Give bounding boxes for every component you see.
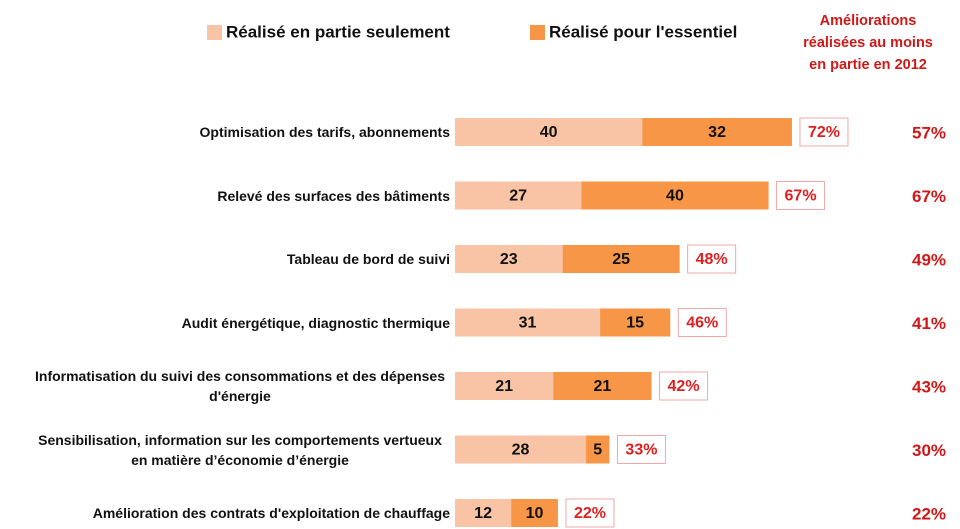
total-box xyxy=(799,117,849,147)
category-label: Audit énergétique, diagnostic thermique xyxy=(181,314,450,331)
bar-segment xyxy=(455,245,563,273)
total-label: 46% xyxy=(686,315,718,332)
total-label: 72% xyxy=(808,124,840,141)
bar-segment xyxy=(562,245,680,273)
category-label: Tableau de bord de suivi xyxy=(286,251,450,267)
bar-segment xyxy=(586,435,610,464)
total-label: 48% xyxy=(696,251,728,268)
bar-value-label: 40 xyxy=(540,124,558,141)
comparison-title: Améliorations réalisées au moins en part… xyxy=(803,13,933,73)
category-label: Sensibilisation, information sur les com… xyxy=(38,431,442,468)
bar-segment xyxy=(553,372,652,400)
bar-value-label: 40 xyxy=(666,188,684,205)
bar-value-label: 23 xyxy=(500,251,518,268)
total-label: 33% xyxy=(625,442,657,459)
comparison-label: 41% xyxy=(912,314,946,333)
comparison-label: 49% xyxy=(912,250,946,269)
comparison-label: 30% xyxy=(912,441,946,460)
total-box xyxy=(616,435,666,464)
bar-value-label: 15 xyxy=(626,315,644,332)
bar-value-label: 10 xyxy=(526,505,544,522)
comparison-label: 67% xyxy=(912,187,946,206)
total-box xyxy=(776,181,826,210)
bar-value-label: 28 xyxy=(512,442,530,459)
total-box xyxy=(659,371,709,401)
bar-segment xyxy=(455,372,554,400)
bar-value-label: 21 xyxy=(495,378,513,395)
category-label: Relevé des surfaces des bâtiments xyxy=(217,187,450,204)
total-label: 67% xyxy=(785,188,817,205)
bar-segment xyxy=(455,499,512,527)
bar-segment xyxy=(455,435,587,464)
legend-swatch xyxy=(207,25,222,40)
bar-value-label: 12 xyxy=(474,505,492,522)
comparison-label: 43% xyxy=(912,377,946,396)
legend-swatch xyxy=(530,25,545,40)
bar-segment xyxy=(455,181,582,210)
bar-segment xyxy=(581,181,769,210)
category-label: Informatisation du suivi des consommatio… xyxy=(35,368,445,404)
legend-label: Réalisé en partie seulement xyxy=(226,22,450,41)
bar-segment xyxy=(511,499,558,527)
total-label: 22% xyxy=(574,505,606,522)
bar-value-label: 31 xyxy=(519,315,537,332)
bar-segment xyxy=(455,118,643,146)
bar-value-label: 5 xyxy=(593,442,602,459)
bar-segment xyxy=(642,118,792,146)
comparison-label: 22% xyxy=(912,504,946,523)
bar-segment xyxy=(600,308,671,337)
total-box xyxy=(565,498,615,528)
total-box xyxy=(687,244,737,274)
total-label: 42% xyxy=(668,378,700,395)
category-label: Amélioration des contrats d'exploitation… xyxy=(92,505,450,521)
bar-value-label: 21 xyxy=(594,378,612,395)
bar-segment xyxy=(455,308,601,337)
comparison-label: 57% xyxy=(912,123,946,142)
bar-value-label: 27 xyxy=(509,188,527,205)
bar-value-label: 25 xyxy=(612,251,630,268)
legend-label: Réalisé pour l'essentiel xyxy=(549,22,737,41)
bar-value-label: 32 xyxy=(708,124,726,141)
total-box xyxy=(677,308,727,337)
category-label: Optimisation des tarifs, abonnements xyxy=(199,124,451,140)
